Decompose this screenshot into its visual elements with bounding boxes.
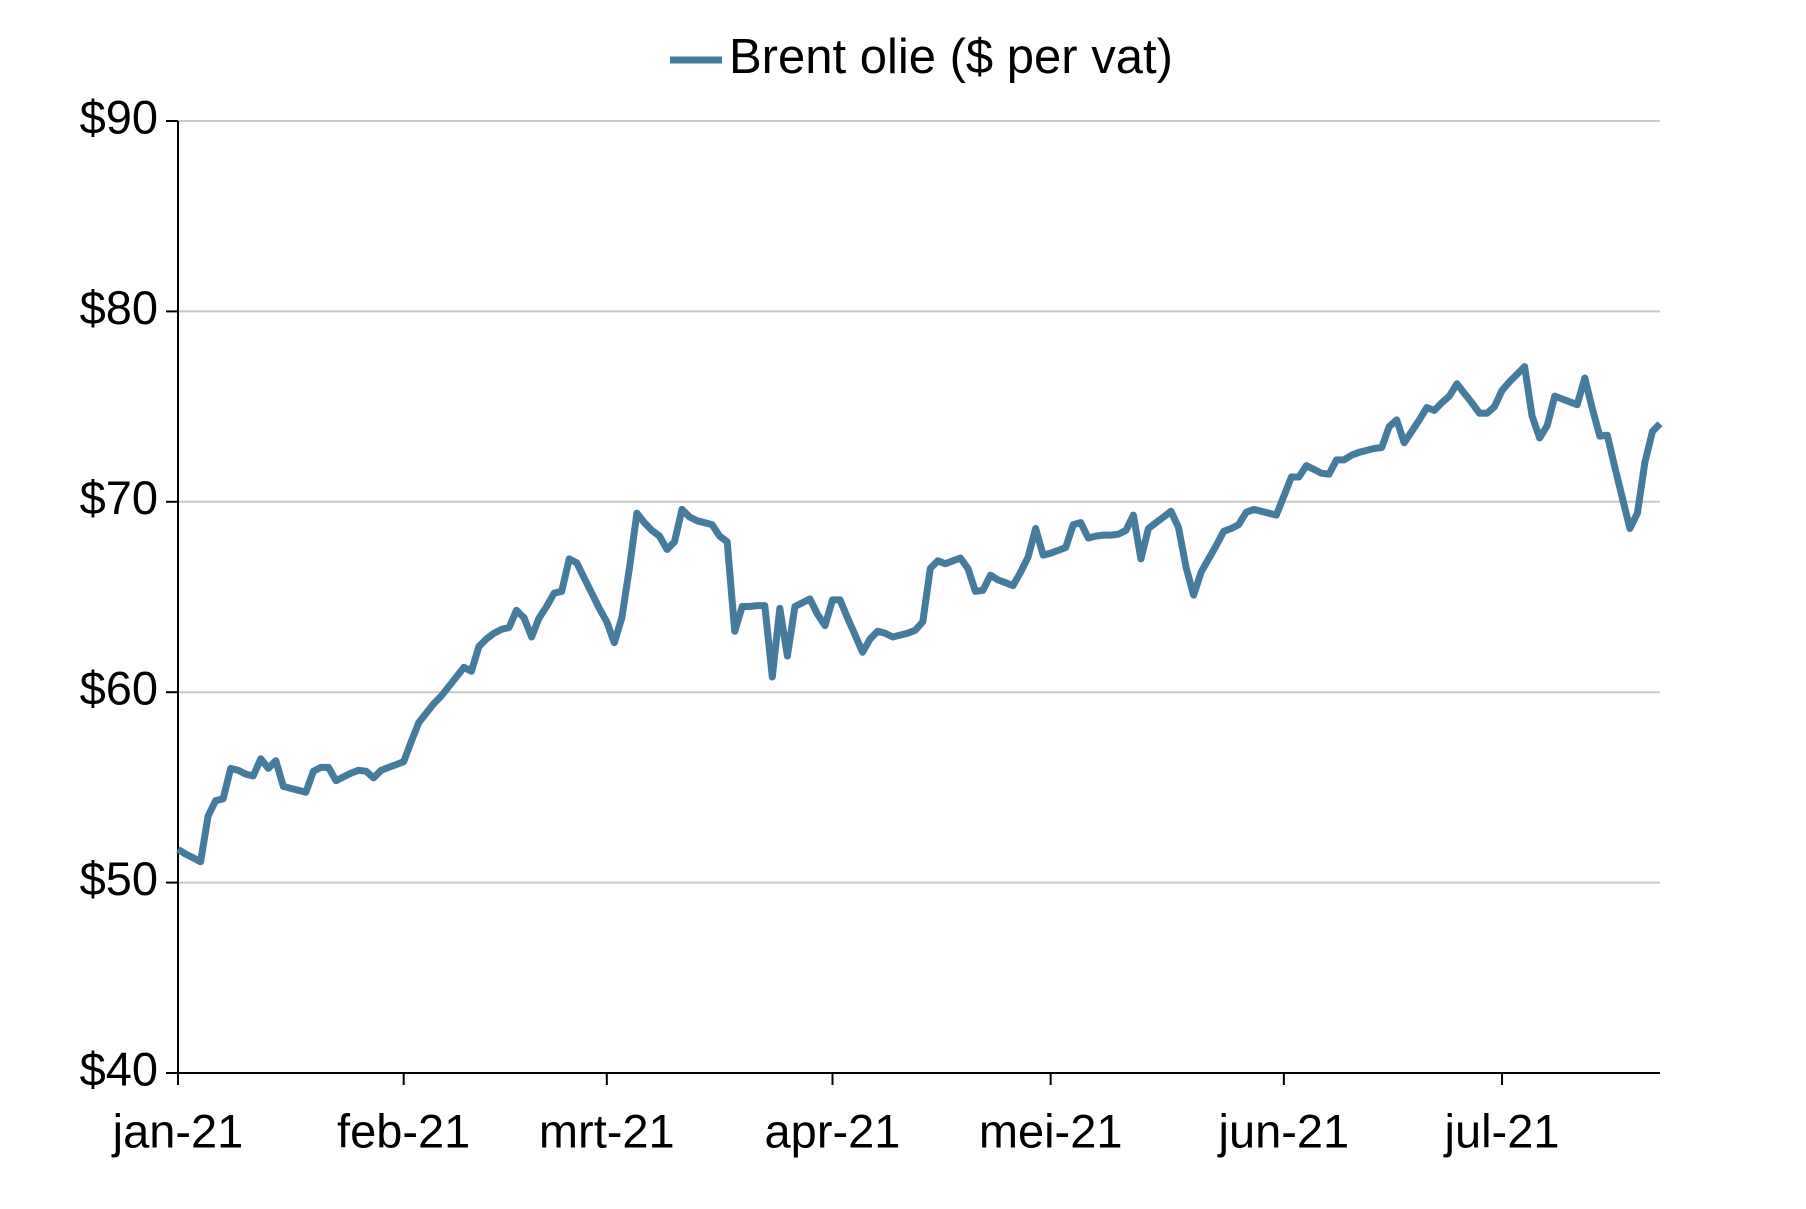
x-tick-label: jan-21 — [111, 1104, 244, 1157]
x-tick-label: mei-21 — [979, 1104, 1123, 1157]
y-tick-label: $70 — [80, 471, 158, 524]
x-tick-label: feb-21 — [337, 1104, 470, 1157]
series-line — [176, 363, 1663, 866]
y-tick-label: $90 — [80, 90, 158, 143]
y-tick-label: $50 — [80, 852, 158, 905]
x-tick-label: apr-21 — [765, 1104, 901, 1157]
y-tick-label: $60 — [80, 662, 158, 715]
y-tick-label: $40 — [80, 1042, 158, 1095]
y-tick-label: $80 — [80, 281, 158, 334]
x-tick-label: mrt-21 — [539, 1104, 675, 1157]
x-tick-label: jul-21 — [1443, 1104, 1560, 1157]
legend-label: Brent olie ($ per vat) — [729, 30, 1173, 84]
x-tick-label: jun-21 — [1217, 1104, 1350, 1157]
